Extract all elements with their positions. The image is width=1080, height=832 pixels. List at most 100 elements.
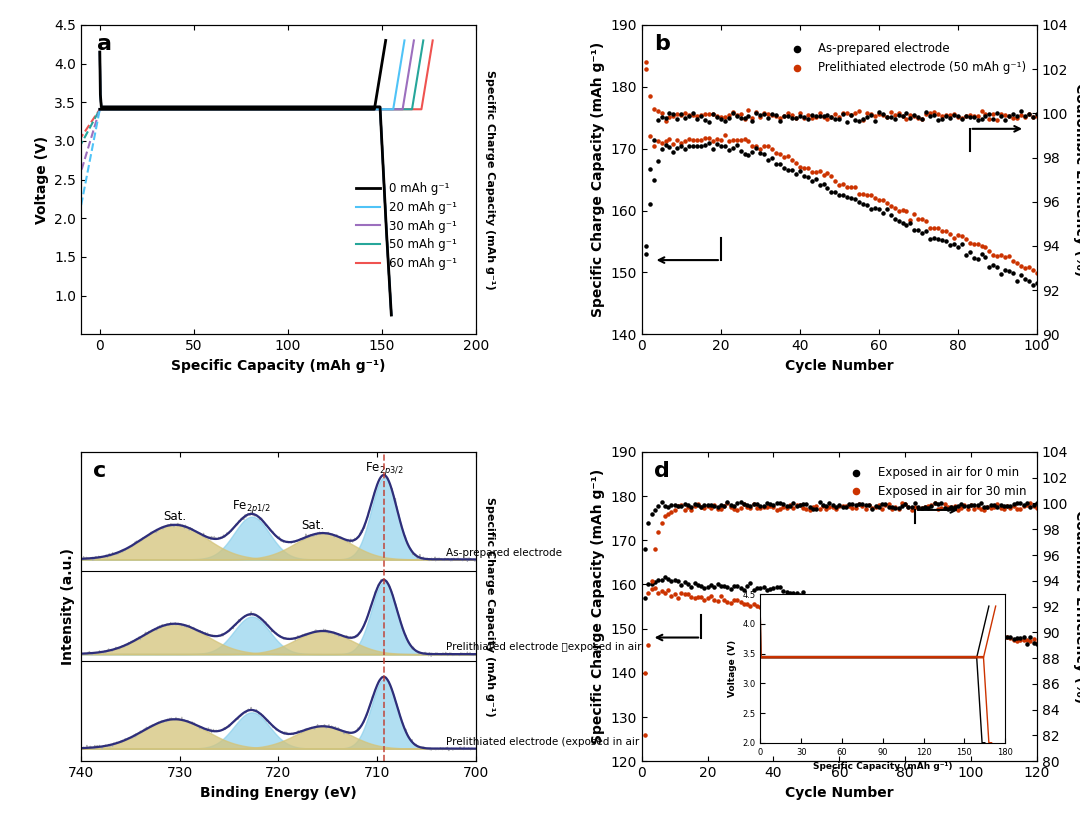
Point [745,497,762,510]
Point [768,497,785,510]
Point [1009,503,1026,516]
Exposed in air for 0 min [936,617,954,630]
Point [903,500,920,513]
Prelithiated electrode (50 mAh g⁻¹) [657,135,674,148]
Exposed in air for 0 min [940,618,957,631]
Point [712,498,729,512]
Prelithiated electrode (50 mAh g⁻¹) [764,143,781,156]
Point [906,108,923,121]
Exposed in air for 0 min [1022,630,1039,643]
Point [985,500,1002,513]
As-prepared electrode [744,145,761,158]
As-prepared electrode [783,164,800,177]
Prelithiated electrode (50 mAh g⁻¹) [878,196,895,210]
Exposed in air for 30 min [696,593,713,607]
Exposed in air for 30 min [927,622,944,635]
Prelithiated electrode (50 mAh g⁻¹) [780,150,797,163]
Prelithiated electrode (50 mAh g⁻¹) [981,245,998,258]
Exposed in air for 30 min [996,631,1013,645]
Point [842,109,860,122]
Point [850,498,867,511]
Point [843,502,861,515]
Point [744,111,761,125]
Exposed in air for 30 min [712,589,729,602]
As-prepared electrode [669,141,686,155]
Prelithiated electrode (50 mAh g⁻¹) [1024,264,1041,277]
Point [801,503,819,517]
Exposed in air for 0 min [748,582,766,595]
Prelithiated electrode (50 mAh g⁻¹) [993,249,1010,262]
Exposed in air for 0 min [827,594,845,607]
Point [1016,111,1034,124]
Point [959,499,976,513]
Point [676,503,693,517]
Exposed in air for 30 min [1002,631,1020,645]
Exposed in air for 30 min [827,607,845,621]
Exposed in air for 0 min [795,586,812,599]
Point [649,113,666,126]
Point [700,107,717,121]
Exposed in air for 0 min [916,612,933,625]
Point [850,114,867,127]
Point [818,502,835,515]
Prelithiated electrode (50 mAh g⁻¹) [937,224,955,237]
Point [805,501,822,514]
Point [646,542,663,555]
Exposed in air for 30 min [792,600,809,613]
Point [893,497,910,510]
Point [792,109,809,122]
Point [909,501,927,514]
Prelithiated electrode (50 mAh g⁻¹) [756,140,773,153]
Prelithiated electrode (50 mAh g⁻¹) [1004,255,1022,268]
Exposed in air for 0 min [1015,631,1032,644]
Exposed in air for 0 min [771,581,788,594]
Point [702,498,719,512]
Exposed in air for 0 min [726,580,743,593]
Point [636,729,653,742]
Point [673,108,690,121]
Exposed in air for 0 min [702,578,719,592]
Point [870,498,888,512]
Point [956,499,973,513]
Point [639,516,657,529]
Prelithiated electrode (50 mAh g⁻¹) [637,56,654,69]
Point [699,498,716,512]
Point [823,111,840,124]
Prelithiated electrode (50 mAh g⁻¹) [890,204,907,217]
Exposed in air for 0 min [745,584,762,597]
Prelithiated electrode (50 mAh g⁻¹) [886,201,903,215]
Exposed in air for 0 min [900,609,917,622]
Prelithiated electrode (50 mAh g⁻¹) [831,178,848,191]
Exposed in air for 0 min [909,612,927,626]
Point [969,498,986,512]
Point [916,500,933,513]
Point [653,496,671,509]
Exposed in air for 0 min [792,588,809,602]
Prelithiated electrode (50 mAh g⁻¹) [870,193,888,206]
Point [645,102,662,116]
Exposed in air for 0 min [699,580,716,593]
Point [696,501,713,514]
Point [937,110,955,123]
Prelithiated electrode (50 mAh g⁻¹) [926,221,943,235]
Point [897,106,915,120]
Text: d: d [653,461,670,481]
Exposed in air for 30 min [639,587,657,600]
Exposed in air for 0 min [982,626,999,640]
Exposed in air for 30 min [781,602,798,615]
Point [787,111,805,124]
Point [878,111,895,124]
Point [653,111,671,124]
Exposed in air for 30 min [774,601,792,614]
Point [1009,497,1026,510]
Prelithiated electrode (50 mAh g⁻¹) [906,208,923,221]
Point [880,498,897,511]
Exposed in air for 0 min [758,583,775,597]
Exposed in air for 30 min [962,628,980,641]
Exposed in air for 0 min [969,623,986,636]
Point [866,115,883,128]
Point [867,500,885,513]
Point [854,113,872,126]
Prelithiated electrode (50 mAh g⁻¹) [747,139,765,152]
Point [665,110,683,123]
